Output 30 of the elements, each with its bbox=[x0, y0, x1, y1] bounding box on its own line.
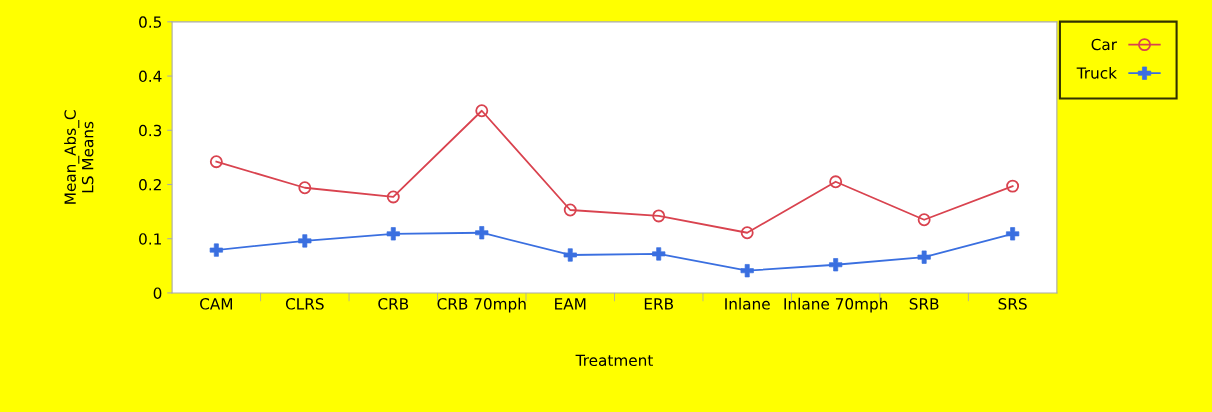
point bbox=[1006, 179, 1020, 193]
x-tick-label: CLRS bbox=[285, 298, 324, 310]
point bbox=[740, 226, 754, 240]
legend-label: Car bbox=[1091, 38, 1118, 51]
x-tick-label: CAM bbox=[200, 298, 232, 310]
x-tick-label: CRB 70mph bbox=[437, 297, 526, 313]
x-tick-label: CRB bbox=[378, 298, 409, 310]
x-tick-label: SRS bbox=[998, 298, 1027, 310]
point bbox=[829, 175, 843, 189]
point bbox=[475, 104, 489, 118]
point bbox=[652, 209, 666, 223]
y-axis-title: Mean_Abs_C LS Means bbox=[64, 110, 94, 204]
x-tick-label: EAM bbox=[555, 298, 586, 310]
y-tick-label: 0 bbox=[153, 287, 162, 299]
y-tick-label: 0.1 bbox=[139, 233, 161, 245]
y-tick-label: 0.4 bbox=[139, 70, 162, 83]
x-tick-label: Inlane bbox=[725, 297, 770, 310]
y-tick-label: 0.2 bbox=[139, 178, 161, 191]
point bbox=[209, 155, 223, 169]
legend-label: Truck bbox=[1076, 66, 1117, 79]
x-axis-title: Treatment bbox=[575, 354, 653, 367]
point bbox=[563, 203, 577, 217]
point bbox=[917, 213, 931, 227]
point bbox=[386, 190, 400, 204]
y-tick-label: 0.5 bbox=[139, 16, 162, 28]
y-tick-label: 0.3 bbox=[139, 124, 162, 137]
x-tick-label: SRB bbox=[909, 298, 939, 310]
point bbox=[298, 181, 312, 195]
x-tick-label: ERB bbox=[644, 298, 674, 310]
x-tick-label: Inlane 70mph bbox=[784, 297, 888, 313]
